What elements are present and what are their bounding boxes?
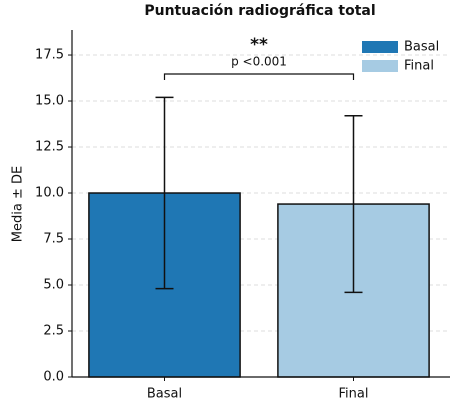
y-tick-label: 7.5	[43, 232, 64, 247]
y-tick-label: 5.0	[43, 278, 64, 293]
y-axis-label: Media ± DE	[11, 166, 26, 242]
legend-label: Basal	[404, 40, 439, 55]
y-tick-label: 15.0	[35, 94, 64, 109]
x-tick-label: Basal	[147, 387, 182, 402]
legend-label: Final	[404, 59, 434, 74]
p-value: p <0.001	[231, 54, 287, 68]
y-tick-label: 10.0	[35, 186, 64, 201]
y-tick-label: 2.5	[43, 324, 64, 339]
error-bar	[155, 96, 174, 290]
y-tick-label: 12.5	[35, 140, 64, 155]
error-bar	[344, 114, 363, 294]
y-tick-label: 17.5	[35, 48, 64, 63]
chart-title: Puntuación radiográfica total	[144, 3, 375, 19]
legend-swatch	[362, 60, 398, 72]
legend-swatch	[362, 41, 398, 53]
significance-stars: **	[250, 35, 268, 55]
x-tick-label: Final	[339, 387, 369, 402]
y-tick-label: 0.0	[43, 370, 64, 385]
significance-bracket	[163, 73, 355, 80]
